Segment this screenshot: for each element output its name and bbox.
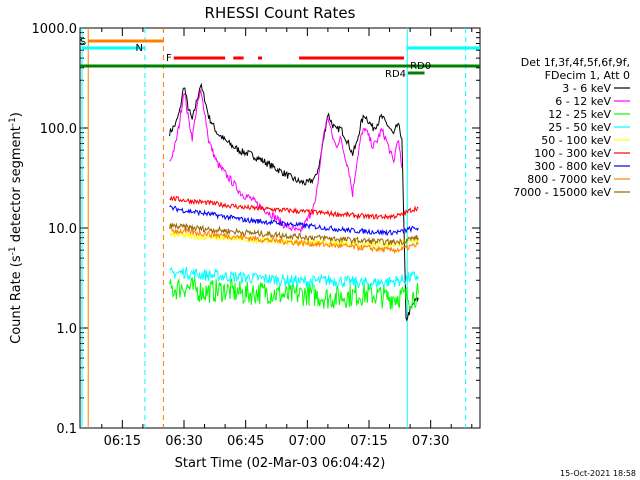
flag-bars: S N F RD0 RD4 (80, 28, 480, 428)
series-line-100to300keV (169, 195, 419, 221)
y-axis-label-main: Count Rate (s (9, 255, 24, 344)
legend-entry-label: 6 - 12 keV (555, 95, 611, 108)
legend-entry-label: 800 - 7000 keV (527, 173, 611, 186)
y-axis-label-end: ) (9, 112, 24, 117)
x-tick-label: 07:30 (412, 434, 449, 449)
legend-entry-label: 7000 - 15000 keV (513, 186, 611, 199)
y-tick-label: 10.0 (48, 222, 77, 237)
legend-entry-label: 50 - 100 keV (541, 134, 611, 147)
legend-entry-label: 300 - 800 keV (534, 160, 611, 173)
y-tick-label: 100.0 (40, 122, 77, 137)
y-axis-label: Count Rate (s-1 detector segment-1) (8, 112, 24, 344)
series-line-300to800keV (169, 204, 419, 237)
y-axis-label-mid: detector segment (9, 126, 24, 246)
series-lines (169, 82, 419, 322)
x-tick-label: 06:15 (104, 434, 141, 449)
chart-title: RHESSI Count Rates (205, 4, 356, 22)
x-tick-label: 06:30 (165, 434, 202, 449)
series-line-800to7000keV (169, 227, 419, 255)
flag-label: S (80, 37, 86, 48)
x-tick-label: 07:15 (350, 434, 387, 449)
y-tick-label: 1000.0 (32, 22, 78, 37)
legend-entry-label: 25 - 50 keV (548, 121, 611, 134)
flag-label: RD0 (410, 61, 431, 72)
plot-area (79, 27, 481, 429)
footer-timestamp: 15-Oct-2021 18:58 (560, 469, 636, 478)
legend-header-2: FDecim 1, Att 0 (545, 69, 630, 82)
legend-header-1: Det 1f,3f,4f,5f,6f,9f, (521, 56, 630, 69)
flag-label: F (166, 53, 172, 64)
y-tick-label: 0.1 (56, 422, 77, 437)
legend-entry-label: 100 - 300 keV (534, 147, 611, 160)
series-line-3to6keV (169, 82, 419, 322)
flag-label: RD4 (385, 69, 406, 80)
series-line-25to50keV (169, 266, 419, 289)
series-line-12to25keV (169, 276, 419, 311)
legend-entry-label: 3 - 6 keV (562, 82, 611, 95)
legend: Det 1f,3f,4f,5f,6f,9f,FDecim 1, Att 03 -… (513, 56, 630, 199)
series-line-7000to15000keV (169, 222, 419, 247)
flag-label: N (135, 43, 142, 54)
x-tick-label: 06:45 (227, 434, 264, 449)
y-axis-label-sup1: -1 (8, 246, 18, 255)
legend-entry-label: 12 - 25 keV (548, 108, 611, 121)
x-axis-label: Start Time (02-Mar-03 06:04:42) (175, 456, 386, 471)
y-tick-label: 1.0 (56, 322, 77, 337)
x-tick-label: 07:00 (289, 434, 326, 449)
x-axis: 06:15 06:30 06:45 07:00 07:15 07:30 (101, 28, 473, 449)
y-axis: 1000.0 100.0 10.0 1.0 0.1 (32, 22, 480, 437)
series-line-6to12keV (169, 89, 403, 234)
y-axis-label-sup2: -1 (8, 117, 18, 126)
